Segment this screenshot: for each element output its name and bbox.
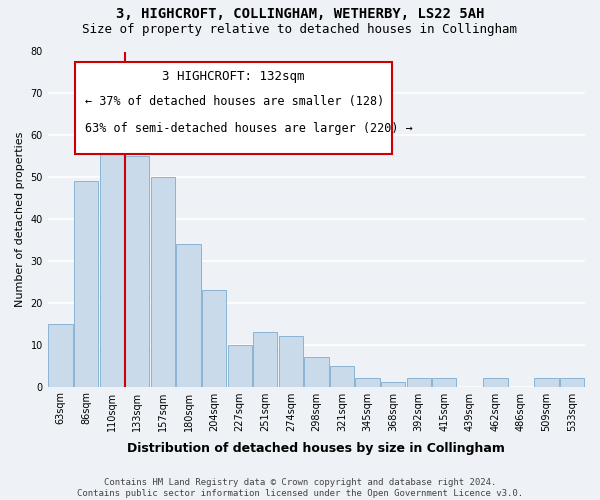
Text: 63% of semi-detached houses are larger (220) →: 63% of semi-detached houses are larger (… [85, 122, 413, 135]
Text: 3, HIGHCROFT, COLLINGHAM, WETHERBY, LS22 5AH: 3, HIGHCROFT, COLLINGHAM, WETHERBY, LS22… [116, 8, 484, 22]
Text: Size of property relative to detached houses in Collingham: Size of property relative to detached ho… [83, 22, 517, 36]
Bar [49, 324, 73, 386]
Bar [535, 378, 559, 386]
Bar [125, 156, 149, 386]
Bar [304, 357, 329, 386]
Bar [560, 378, 584, 386]
X-axis label: Distribution of detached houses by size in Collingham: Distribution of detached houses by size … [127, 442, 505, 455]
Bar [74, 182, 98, 386]
Bar [355, 378, 380, 386]
FancyBboxPatch shape [74, 62, 392, 154]
Bar [381, 382, 405, 386]
Text: 3 HIGHCROFT: 132sqm: 3 HIGHCROFT: 132sqm [162, 70, 304, 83]
Bar [278, 336, 303, 386]
Text: Contains HM Land Registry data © Crown copyright and database right 2024.
Contai: Contains HM Land Registry data © Crown c… [77, 478, 523, 498]
Y-axis label: Number of detached properties: Number of detached properties [15, 132, 25, 306]
Bar [484, 378, 508, 386]
Text: ← 37% of detached houses are smaller (128): ← 37% of detached houses are smaller (12… [85, 95, 385, 108]
Bar [176, 244, 200, 386]
Bar [151, 177, 175, 386]
Bar [202, 290, 226, 386]
Bar [407, 378, 431, 386]
Bar [100, 110, 124, 386]
Bar [432, 378, 457, 386]
Bar [330, 366, 354, 386]
Bar [253, 332, 277, 386]
Bar [227, 344, 252, 387]
